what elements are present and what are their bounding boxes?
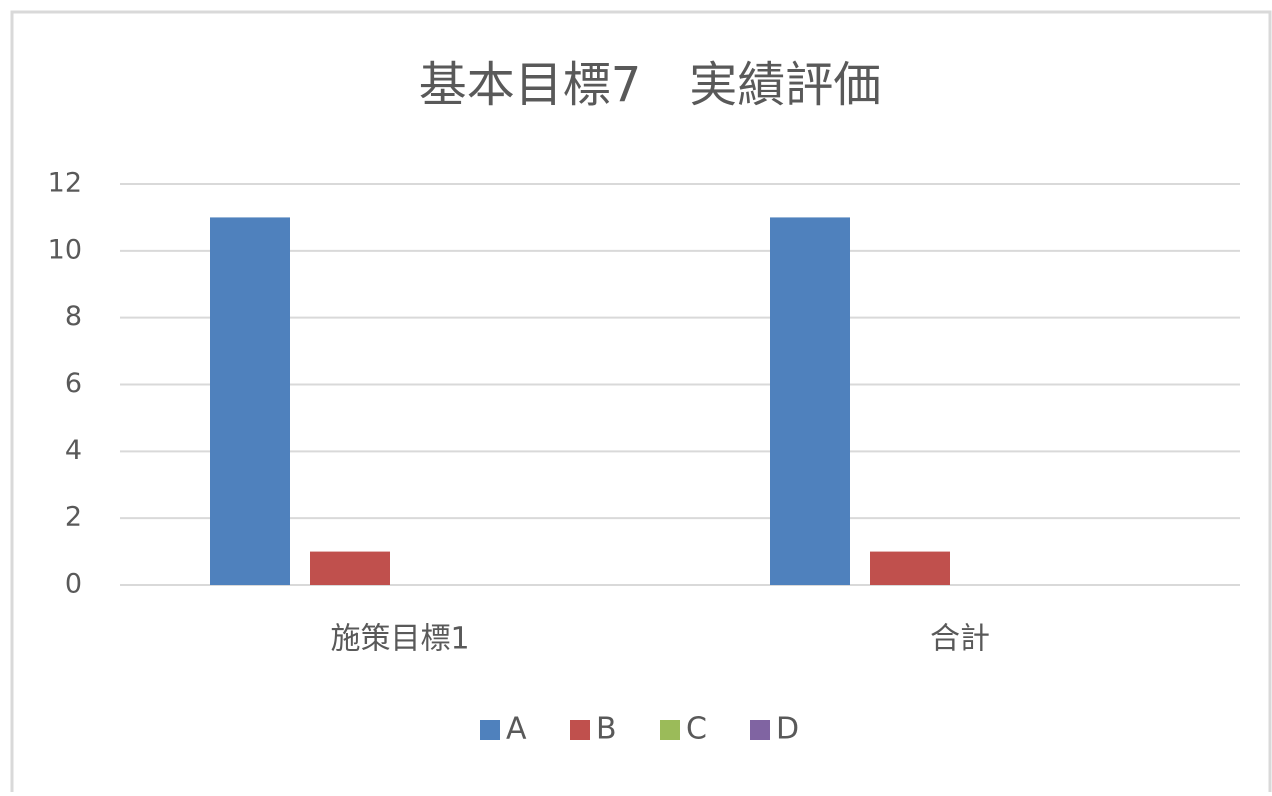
legend-marker bbox=[750, 720, 770, 740]
y-tick-label: 8 bbox=[65, 301, 82, 332]
bar bbox=[770, 217, 850, 585]
y-tick-label: 4 bbox=[65, 435, 82, 466]
legend-label: A bbox=[506, 712, 527, 747]
bar bbox=[870, 551, 950, 585]
y-tick-label: 0 bbox=[65, 569, 82, 600]
legend-label: D bbox=[776, 712, 799, 747]
bar bbox=[210, 217, 290, 585]
chart-border bbox=[10, 10, 1272, 796]
y-tick-label: 2 bbox=[65, 502, 82, 533]
legend-marker bbox=[480, 720, 500, 740]
chart-title: 基本目標7 実績評価 bbox=[419, 57, 882, 113]
y-tick-label: 6 bbox=[65, 368, 82, 399]
legend-label: B bbox=[596, 712, 617, 747]
legend-label: C bbox=[686, 712, 707, 747]
x-tick-label: 施策目標1 bbox=[330, 622, 469, 657]
bar bbox=[310, 551, 390, 585]
x-tick-label: 合計 bbox=[930, 622, 990, 657]
legend-marker bbox=[570, 720, 590, 740]
y-tick-label: 12 bbox=[48, 168, 82, 199]
legend-marker bbox=[660, 720, 680, 740]
y-tick-label: 10 bbox=[48, 234, 82, 265]
